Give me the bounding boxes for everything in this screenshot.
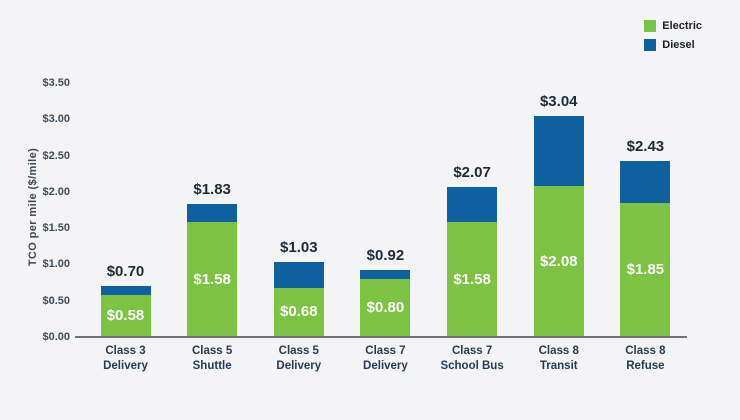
x-category-label-line: Class 8 (538, 345, 579, 357)
y-tick-label: $3.00 (42, 113, 70, 126)
x-category-label-line: School Bus (440, 360, 504, 372)
diesel-segment (533, 116, 584, 187)
electric-value-label: $1.58 (193, 270, 231, 288)
x-category-label: Class 8 Transit (514, 344, 604, 374)
y-tick-label: $1.50 (42, 222, 70, 235)
electric-segment (620, 202, 671, 337)
electric-segment (533, 186, 584, 337)
diesel-segment (360, 270, 411, 279)
x-category-label: Class 7 School Bus (427, 344, 517, 374)
electric-value-label: $1.58 (453, 270, 491, 288)
y-tick-label: $1.00 (42, 258, 70, 271)
electric-value-label: $0.68 (280, 303, 318, 321)
electric-segment (273, 287, 324, 337)
diesel-segment (447, 186, 498, 223)
diesel-segment (620, 160, 671, 203)
y-tick-label: $0.50 (42, 294, 70, 307)
x-category-label: Class 5 Delivery (254, 344, 344, 374)
x-category-label-line: Transit (539, 360, 578, 372)
diesel-swatch-icon (644, 39, 657, 51)
electric-segment (187, 222, 238, 337)
legend-label-electric: Electric (662, 20, 702, 32)
total-value-label: $2.43 (626, 137, 665, 155)
x-category-label: Class 7 Delivery (340, 344, 430, 374)
diesel-segment (187, 204, 238, 223)
electric-value-label: $1.85 (626, 260, 665, 278)
legend: Electric Diesel (644, 20, 702, 51)
electric-value-label: $0.58 (106, 306, 145, 324)
x-category-label: Class 3 Delivery (81, 344, 171, 374)
x-category-label-line: Class 5 (278, 345, 319, 357)
x-category-label-line: Refuse (626, 360, 665, 372)
y-tick-label: $2.50 (42, 149, 70, 162)
legend-label-diesel: Diesel (662, 39, 695, 51)
electric-swatch-icon (644, 20, 657, 32)
legend-item-electric: Electric (644, 20, 702, 32)
electric-segment (100, 294, 151, 337)
x-category-label-line: Class 8 (625, 345, 666, 357)
total-value-label: $3.04 (539, 93, 578, 111)
x-category-label-line: Class 5 (192, 345, 233, 357)
electric-segment (360, 278, 411, 337)
y-tick-label: $3.50 (42, 77, 70, 89)
x-category-label-line: Delivery (103, 360, 148, 372)
y-tick-label: $2.00 (42, 185, 70, 198)
electric-value-label: $2.08 (539, 252, 578, 270)
x-category-label-line: Shuttle (192, 360, 232, 372)
x-category-label-line: Delivery (276, 360, 322, 372)
legend-item-diesel: Diesel (644, 39, 702, 51)
electric-segment (447, 222, 498, 337)
x-category-label-line: Delivery (363, 360, 408, 372)
diesel-segment (100, 286, 151, 295)
electric-value-label: $0.80 (366, 298, 405, 316)
x-category-label: Class 5 Shuttle (167, 344, 257, 374)
x-category-label-line: Class 3 (105, 345, 146, 357)
diesel-segment (273, 262, 324, 288)
x-category-label-line: Class 7 (365, 345, 406, 357)
x-category-label: Class 8 Refuse (600, 344, 690, 374)
x-axis-line (75, 336, 687, 338)
total-value-label: $0.70 (106, 263, 145, 281)
x-category-label-line: Class 7 (451, 345, 493, 357)
total-value-label: $2.07 (453, 163, 491, 181)
total-value-label: $1.03 (280, 239, 318, 257)
total-value-label: $0.92 (366, 247, 405, 265)
total-value-label: $1.83 (193, 181, 231, 199)
y-tick-label: $0.00 (42, 331, 70, 343)
